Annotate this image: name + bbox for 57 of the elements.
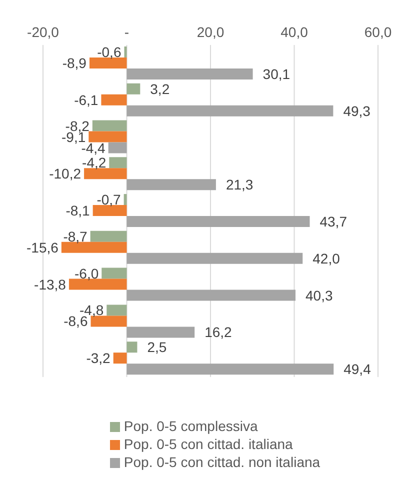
bar [124,46,127,58]
data-label: -13,8 [34,276,66,292]
bar [126,342,138,353]
data-label: 43,7 [320,214,348,230]
data-label: -10,2 [49,166,82,182]
data-label: -0,6 [97,44,122,60]
bar [102,268,127,279]
bar [92,120,127,132]
bar [61,242,127,253]
bar [126,364,334,375]
bar [126,216,310,228]
bar [126,179,216,190]
data-label: 21,3 [226,176,254,193]
x-tick-label: 40,0 [280,24,308,40]
data-label: -15,6 [26,239,59,256]
x-tick-label: 20,0 [196,24,224,40]
data-label: -8,1 [66,202,90,219]
x-tick-label: 60,0 [364,24,392,40]
bar [90,230,127,242]
data-label: -6,0 [74,265,99,282]
bar [126,68,253,80]
bar [108,142,127,154]
bar [124,194,127,206]
data-label: -6,1 [74,92,98,108]
data-label: 42,0 [312,250,340,266]
legend-label: Pop. 0-5 complessiva [124,418,258,434]
bar [113,352,127,364]
data-label: -4,2 [82,154,106,171]
data-label: 40,3 [306,287,333,304]
x-tick-label: -20,0 [27,24,60,40]
bar [126,290,296,301]
data-label: -0,7 [96,192,122,208]
data-label: -8,9 [62,54,87,71]
bar [106,304,127,316]
bar [109,157,127,168]
bar [84,168,127,180]
data-label: 3,2 [150,80,170,97]
data-label: 49,3 [343,102,371,119]
x-tick-label: - [124,24,130,40]
bar [92,205,127,216]
data-label: -3,2 [86,350,111,366]
bar [90,316,127,327]
bar [126,326,195,338]
data-label: 30,1 [262,66,290,82]
bar [126,252,303,264]
bar [89,57,127,68]
data-label: 49,4 [344,361,372,378]
data-label: -8,7 [63,228,88,244]
bar [101,94,127,106]
bar [126,83,140,94]
bar [88,131,127,142]
legend-label: Pop. 0-5 con cittad. italiana [124,436,293,452]
data-label: 2,5 [147,339,167,356]
bar [126,105,334,116]
data-label: 16,2 [204,324,232,340]
bar [68,278,127,290]
legend-label: Pop. 0-5 con cittad. non italiana [124,454,320,470]
